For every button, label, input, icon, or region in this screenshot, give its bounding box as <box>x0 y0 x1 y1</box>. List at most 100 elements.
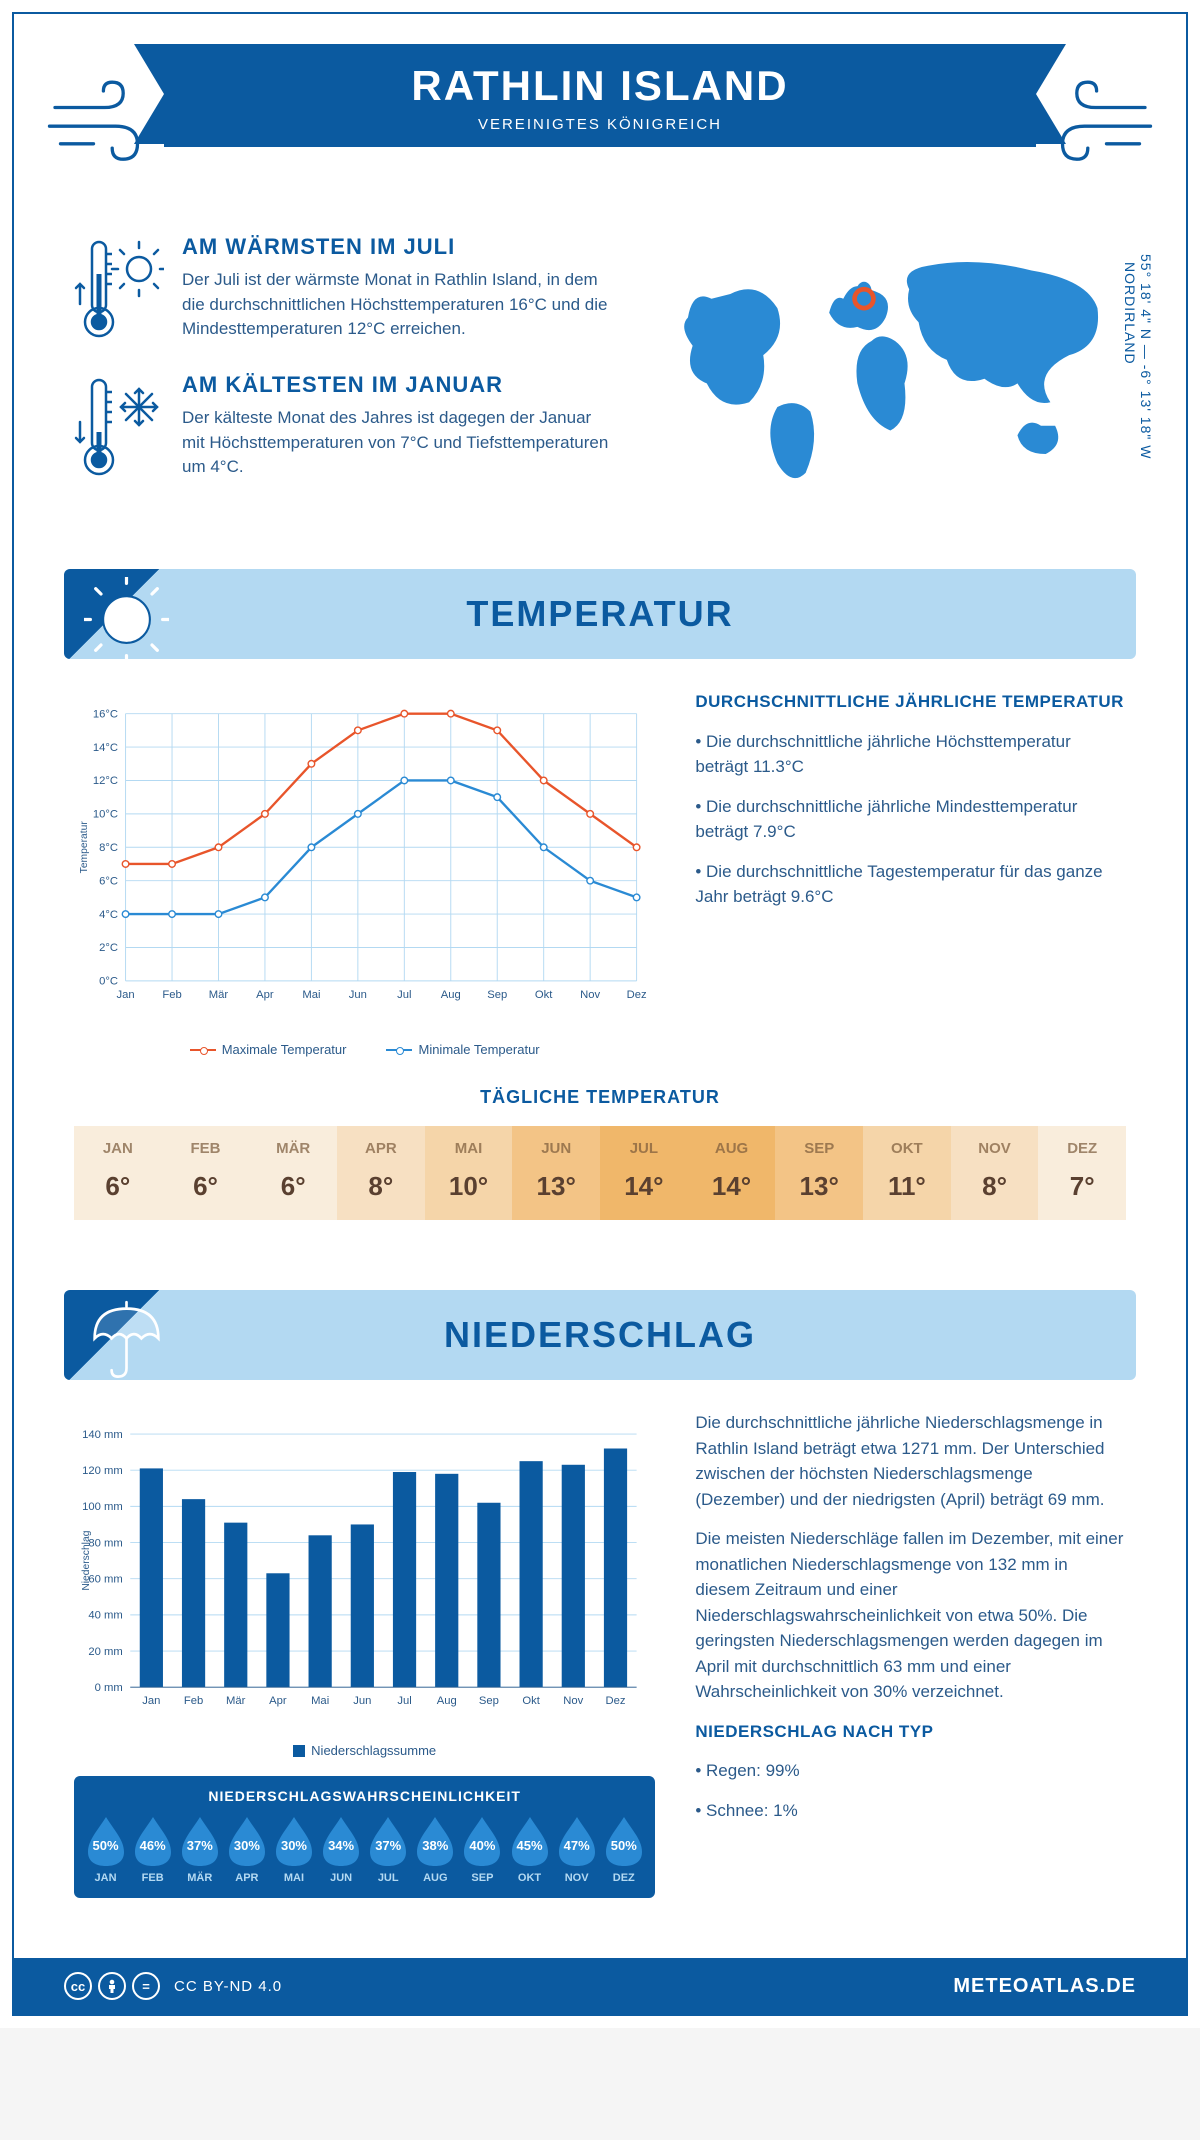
svg-text:16°C: 16°C <box>93 708 118 720</box>
daily-temp-cell: APR8° <box>337 1126 425 1220</box>
prob-item: 34%JUN <box>319 1814 363 1884</box>
precip-bar-chart: 0 mm 20 mm 40 mm 60 mm 80 mm 100 mm 120 mm 140 … <box>74 1410 655 1730</box>
site-name: METEOATLAS.DE <box>953 1975 1136 1998</box>
svg-text:Nov: Nov <box>580 989 600 1001</box>
daily-temp-cell: MAI10° <box>425 1126 513 1220</box>
svg-text:10°C: 10°C <box>93 809 118 821</box>
prob-item: 46%FEB <box>131 1814 175 1884</box>
daily-temp-cell: OKT11° <box>863 1126 951 1220</box>
header-ribbon: RATHLIN ISLAND VEREINIGTES KÖNIGREICH <box>164 44 1036 147</box>
license-text: CC BY-ND 4.0 <box>174 1978 282 1995</box>
svg-text:Dez: Dez <box>606 1695 626 1707</box>
svg-text:Jan: Jan <box>117 989 135 1001</box>
prob-item: 30%APR <box>225 1814 269 1884</box>
coldest-text: Der kälteste Monat des Jahres ist dagege… <box>182 406 615 480</box>
warmest-title: AM WÄRMSTEN IM JULI <box>182 234 615 260</box>
daily-temp-cell: AUG14° <box>688 1126 776 1220</box>
svg-text:Jan: Jan <box>142 1695 160 1707</box>
coldest-block: AM KÄLTESTEN IM JANUAR Der kälteste Mona… <box>74 372 615 482</box>
svg-text:Sep: Sep <box>487 989 507 1001</box>
svg-text:Temperatur: Temperatur <box>79 821 90 874</box>
cc-nd-icon: = <box>132 1972 160 2000</box>
svg-text:2°C: 2°C <box>99 942 118 954</box>
prob-item: 37%MÄR <box>178 1814 222 1884</box>
svg-text:Apr: Apr <box>256 989 274 1001</box>
svg-text:60 mm: 60 mm <box>88 1573 122 1585</box>
daily-temp-cell: SEP13° <box>775 1126 863 1220</box>
temperature-legend: Maximale Temperatur Minimale Temperatur <box>74 1042 655 1057</box>
svg-text:100 mm: 100 mm <box>82 1501 123 1513</box>
daily-temp-cell: JUL14° <box>600 1126 688 1220</box>
svg-text:0°C: 0°C <box>99 976 118 988</box>
svg-text:Mär: Mär <box>226 1695 246 1707</box>
prob-title: NIEDERSCHLAGSWAHRSCHEINLICHKEIT <box>82 1788 647 1804</box>
svg-text:Aug: Aug <box>437 1695 457 1707</box>
svg-text:Feb: Feb <box>184 1695 203 1707</box>
svg-text:80 mm: 80 mm <box>88 1537 122 1549</box>
precip-type-bullet: • Schnee: 1% <box>695 1798 1126 1824</box>
daily-temp-cell: DEZ7° <box>1038 1126 1126 1220</box>
svg-text:Apr: Apr <box>269 1695 287 1707</box>
svg-text:0 mm: 0 mm <box>95 1682 123 1694</box>
coordinates: 55° 18' 4" N — -6° 13' 18" W NORDIRLAND <box>1122 254 1154 459</box>
svg-text:20 mm: 20 mm <box>88 1646 122 1658</box>
temp-bullet: • Die durchschnittliche jährliche Höchst… <box>695 729 1126 780</box>
temp-bullet: • Die durchschnittliche Tagestemperatur … <box>695 859 1126 910</box>
svg-text:40 mm: 40 mm <box>88 1610 122 1622</box>
svg-text:8°C: 8°C <box>99 842 118 854</box>
temperature-title: TEMPERATUR <box>466 593 733 635</box>
prob-item: 45%OKT <box>508 1814 552 1884</box>
temp-summary-title: DURCHSCHNITTLICHE JÄHRLICHE TEMPERATUR <box>695 689 1126 715</box>
svg-text:Okt: Okt <box>535 989 553 1001</box>
cc-icon: cc <box>64 1972 92 2000</box>
coord-lon: -6° 13' 18" W <box>1138 365 1154 460</box>
world-map-icon <box>655 234 1126 514</box>
cc-by-icon <box>98 1972 126 2000</box>
svg-text:Aug: Aug <box>441 989 461 1001</box>
precip-type-bullet: • Regen: 99% <box>695 1758 1126 1784</box>
coldest-title: AM KÄLTESTEN IM JANUAR <box>182 372 615 398</box>
svg-text:14°C: 14°C <box>93 742 118 754</box>
page-subtitle: VEREINIGTES KÖNIGREICH <box>164 116 1036 133</box>
svg-text:120 mm: 120 mm <box>82 1465 123 1477</box>
precip-legend: Niederschlagssumme <box>74 1743 655 1758</box>
svg-text:Sep: Sep <box>479 1695 499 1707</box>
svg-text:Feb: Feb <box>162 989 181 1001</box>
cc-icons: cc = <box>64 1972 160 2000</box>
svg-text:Nov: Nov <box>563 1695 583 1707</box>
warmest-text: Der Juli ist der wärmste Monat in Rathli… <box>182 268 615 342</box>
thermometer-snow-icon <box>74 372 164 482</box>
header: RATHLIN ISLAND VEREINIGTES KÖNIGREICH <box>14 44 1186 224</box>
precip-title: NIEDERSCHLAG <box>444 1314 756 1356</box>
page-title: RATHLIN ISLAND <box>164 62 1036 110</box>
daily-temp-cell: JAN6° <box>74 1126 162 1220</box>
intro-section: AM WÄRMSTEN IM JULI Der Juli ist der wär… <box>14 224 1186 549</box>
svg-text:Jul: Jul <box>397 989 411 1001</box>
svg-text:Jul: Jul <box>397 1695 411 1707</box>
svg-text:140 mm: 140 mm <box>82 1429 123 1441</box>
sun-icon <box>84 577 169 662</box>
svg-text:12°C: 12°C <box>93 775 118 787</box>
svg-text:Niederschlag: Niederschlag <box>81 1530 92 1590</box>
precip-text: Die durchschnittliche jährliche Niedersc… <box>695 1410 1126 1512</box>
daily-temp-cell: JUN13° <box>512 1126 600 1220</box>
footer: cc = CC BY-ND 4.0 METEOATLAS.DE <box>14 1958 1186 2014</box>
prob-item: 40%SEP <box>460 1814 504 1884</box>
precip-type-title: NIEDERSCHLAG NACH TYP <box>695 1719 1126 1745</box>
svg-text:4°C: 4°C <box>99 909 118 921</box>
prob-item: 38%AUG <box>413 1814 457 1884</box>
warmest-block: AM WÄRMSTEN IM JULI Der Juli ist der wär… <box>74 234 615 344</box>
prob-item: 37%JUL <box>366 1814 410 1884</box>
precip-header: NIEDERSCHLAG <box>64 1290 1136 1380</box>
temperature-line-chart: 0°C2°C4°C6°C8°C10°C12°C14°C16°CJanFebMär… <box>74 689 655 1029</box>
prob-item: 50%DEZ <box>602 1814 646 1884</box>
precip-probability-box: NIEDERSCHLAGSWAHRSCHEINLICHKEIT 50%JAN46… <box>74 1776 655 1898</box>
svg-text:Okt: Okt <box>522 1695 540 1707</box>
daily-temp-table: JAN6°FEB6°MÄR6°APR8°MAI10°JUN13°JUL14°AU… <box>74 1126 1126 1220</box>
svg-text:Jun: Jun <box>353 1695 371 1707</box>
coord-lat: 55° 18' 4" N <box>1138 254 1154 340</box>
prob-item: 47%NOV <box>555 1814 599 1884</box>
svg-text:Dez: Dez <box>627 989 647 1001</box>
precip-text: Die meisten Niederschläge fallen im Deze… <box>695 1526 1126 1705</box>
svg-text:Mär: Mär <box>209 989 229 1001</box>
